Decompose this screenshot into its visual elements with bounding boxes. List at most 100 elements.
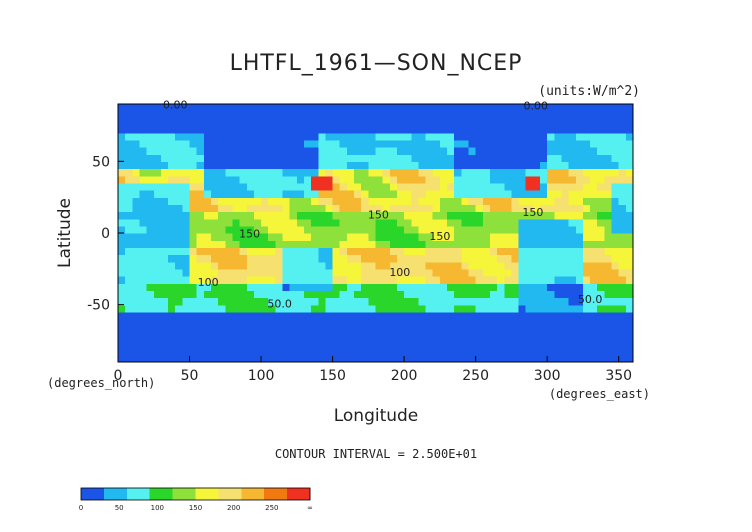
heatmap-cell — [332, 111, 341, 119]
heatmap-cell — [525, 147, 534, 155]
heatmap-cell — [139, 268, 148, 277]
heatmap-cell — [547, 304, 555, 313]
heatmap-cell — [518, 233, 527, 241]
heatmap-cell — [547, 190, 555, 198]
heatmap-cell — [547, 297, 555, 306]
heatmap-cell — [404, 182, 412, 191]
heatmap-cell — [139, 190, 148, 198]
heatmap-cell — [504, 190, 512, 198]
heatmap-cell — [311, 154, 319, 162]
heatmap-cell — [482, 254, 491, 263]
heatmap-cell — [153, 276, 162, 284]
heatmap-cell — [540, 326, 548, 334]
heatmap-cell — [504, 233, 512, 241]
heatmap-cell — [504, 161, 512, 170]
heatmap-cell — [625, 340, 634, 349]
heatmap-cell — [182, 154, 191, 162]
heatmap-cell — [125, 340, 133, 349]
heatmap-cell — [404, 147, 412, 155]
heatmap-cell — [447, 333, 455, 342]
heatmap-cell — [597, 233, 605, 241]
heatmap-cell — [432, 204, 441, 213]
heatmap-cell — [239, 268, 248, 277]
heatmap-cell — [218, 297, 226, 306]
heatmap-cell — [625, 326, 634, 334]
heatmap-cell — [468, 190, 477, 198]
heatmap-cell — [261, 211, 269, 220]
heatmap-cell — [375, 304, 384, 313]
heatmap-cell — [511, 311, 520, 320]
heatmap-cell — [139, 182, 148, 191]
heatmap-cell — [318, 247, 327, 256]
heatmap-cell — [425, 333, 434, 342]
heatmap-cell — [575, 297, 584, 306]
heatmap-cell — [554, 204, 563, 213]
heatmap-cell — [540, 340, 548, 349]
heatmap-cell — [461, 297, 470, 306]
heatmap-cell — [196, 111, 205, 119]
heatmap-cell — [489, 225, 498, 234]
heatmap-cell — [454, 147, 462, 155]
heatmap-cell — [203, 132, 212, 141]
heatmap-cell — [368, 139, 377, 148]
heatmap-cell — [168, 297, 176, 306]
heatmap-cell — [275, 290, 284, 299]
heatmap-cell — [189, 190, 198, 198]
heatmap-cell — [618, 147, 627, 155]
heatmap-cell — [210, 125, 219, 134]
heatmap-cell — [268, 218, 276, 227]
heatmap-cell — [132, 111, 141, 119]
heatmap-cell — [468, 204, 477, 213]
heatmap-cell — [432, 190, 441, 198]
heatmap-cell — [210, 161, 219, 170]
heatmap-cell — [618, 276, 627, 284]
heatmap-cell — [253, 225, 262, 234]
heatmap-cell — [196, 347, 205, 356]
colorbar-label: 50 — [115, 504, 124, 512]
heatmap-cell — [568, 247, 577, 256]
heatmap-cell — [568, 326, 577, 334]
heatmap-cell — [375, 104, 384, 112]
heatmap-cell — [540, 211, 548, 220]
heatmap-cell — [504, 354, 512, 363]
heatmap-cell — [475, 139, 484, 148]
heatmap-cell — [196, 139, 205, 148]
heatmap-cell — [404, 111, 412, 119]
heatmap-cell — [311, 139, 319, 148]
heatmap-cell — [225, 161, 234, 170]
heatmap-cell — [361, 111, 369, 119]
heatmap-cell — [590, 204, 598, 213]
heatmap-cell — [540, 147, 548, 155]
heatmap-cell — [497, 139, 505, 148]
heatmap-cell — [311, 104, 319, 112]
heatmap-cell — [239, 154, 248, 162]
heatmap-cell — [404, 118, 412, 127]
heatmap-cell — [554, 139, 563, 148]
heatmap-cell — [296, 340, 305, 349]
heatmap-cell — [160, 347, 169, 356]
heatmap-cell — [282, 182, 291, 191]
heatmap-cell — [511, 197, 520, 205]
heatmap-cell — [210, 168, 219, 177]
heatmap-cell — [332, 297, 341, 306]
heatmap-cell — [575, 340, 584, 349]
heatmap-cell — [332, 161, 341, 170]
heatmap-cell — [225, 347, 234, 356]
heatmap-cell — [196, 311, 205, 320]
heatmap-cell — [389, 197, 398, 205]
heatmap-cell — [189, 104, 198, 112]
heatmap-cell — [203, 354, 212, 363]
heatmap-cell — [497, 319, 505, 327]
heatmap-cell — [275, 204, 284, 213]
heatmap-cell — [482, 197, 491, 205]
heatmap-cell — [346, 125, 355, 134]
heatmap-cell — [253, 139, 262, 148]
heatmap-cell — [210, 340, 219, 349]
heatmap-cell — [132, 326, 141, 334]
heatmap-cell — [339, 139, 348, 148]
heatmap-cell — [246, 283, 255, 291]
heatmap-cell — [447, 197, 455, 205]
heatmap-cell — [611, 175, 620, 184]
heatmap-cell — [425, 347, 434, 356]
heatmap-cell — [625, 111, 634, 119]
